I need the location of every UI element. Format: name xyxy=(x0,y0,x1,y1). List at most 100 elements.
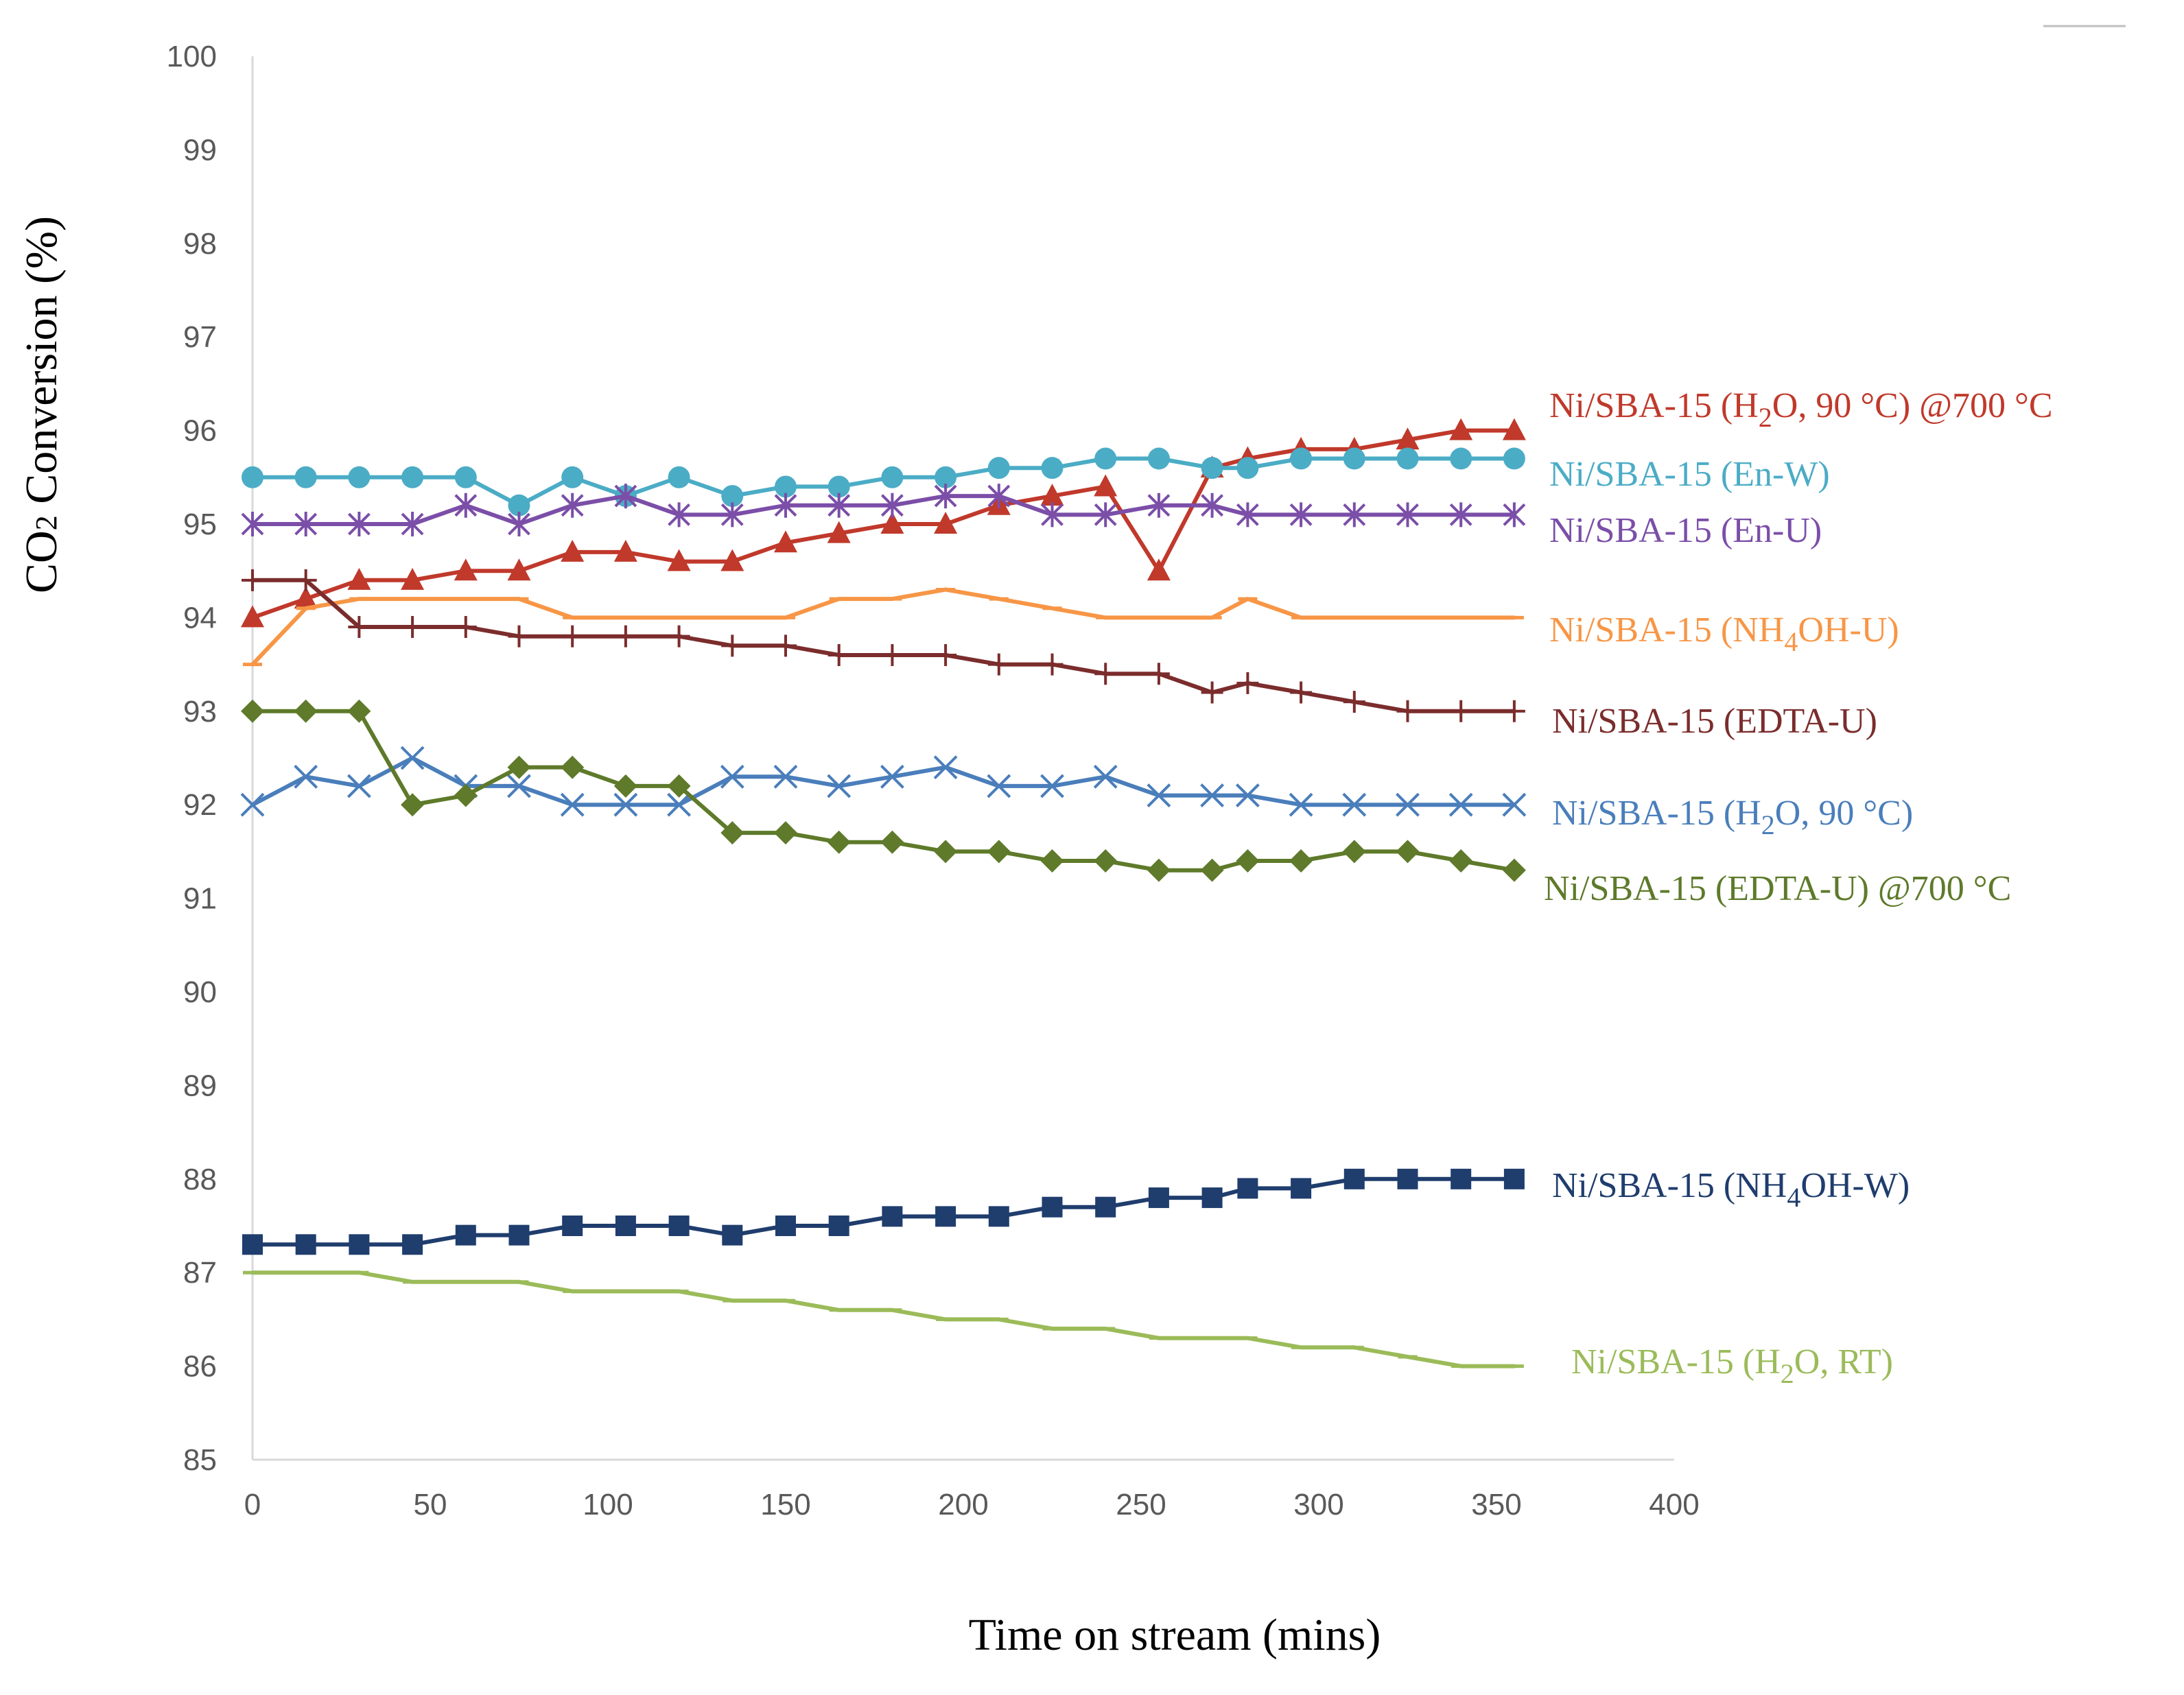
asterisk-marker xyxy=(241,512,264,536)
plus-marker xyxy=(614,625,637,648)
x-tick-label: 150 xyxy=(760,1488,810,1521)
series-9 xyxy=(243,1270,1524,1368)
x-marker xyxy=(1396,792,1420,817)
y-axis-title-subscript: 2 xyxy=(30,515,63,530)
series-label: Ni/SBA-15 (NH4OH-W) xyxy=(1552,1166,1910,1213)
triangle-marker xyxy=(1396,427,1420,450)
plus-marker xyxy=(508,625,530,648)
y-tick-label: 89 xyxy=(183,1069,217,1102)
y-tick-label: 95 xyxy=(183,508,217,541)
plus-marker xyxy=(348,616,371,639)
diamond-marker xyxy=(294,699,318,723)
asterisk-marker xyxy=(1343,502,1366,528)
circle-marker xyxy=(1041,457,1064,479)
circle-marker xyxy=(348,466,371,488)
square-marker xyxy=(562,1216,583,1236)
plus-marker xyxy=(1201,681,1223,704)
triangle-marker xyxy=(613,539,637,562)
x-marker xyxy=(773,764,798,789)
triangle-marker xyxy=(401,567,425,590)
x-marker xyxy=(294,764,318,789)
square-marker xyxy=(349,1234,370,1255)
diamond-marker xyxy=(1236,849,1260,873)
x-marker xyxy=(1502,792,1527,817)
circle-marker xyxy=(1343,447,1365,470)
series-label: Ni/SBA-15 (H2O, 90 °C) @700 °C xyxy=(1549,386,2053,433)
plus-marker xyxy=(987,653,1010,676)
label-subscript: 2 xyxy=(1781,1358,1794,1389)
asterisk-marker xyxy=(1041,502,1064,528)
x-marker xyxy=(933,755,958,780)
plus-marker xyxy=(827,643,850,666)
square-marker xyxy=(615,1216,636,1236)
asterisk-marker xyxy=(1094,502,1117,528)
plus-marker xyxy=(1236,672,1259,694)
label-text: Ni/SBA-15 (En-W) xyxy=(1549,455,1830,494)
triangle-marker xyxy=(1502,418,1526,440)
x-marker xyxy=(1342,792,1367,817)
x-marker xyxy=(667,792,692,817)
diamond-marker xyxy=(1200,858,1224,882)
series-label: Ni/SBA-15 (NH4OH-U) xyxy=(1549,611,1899,657)
square-marker xyxy=(1042,1196,1063,1218)
y-tick-label: 91 xyxy=(183,882,217,916)
asterisk-marker xyxy=(294,512,318,536)
circle-marker xyxy=(827,475,850,498)
triangle-marker xyxy=(1147,558,1171,581)
label-text: OH-U) xyxy=(1798,611,1899,650)
diamond-marker xyxy=(987,840,1011,864)
circle-marker xyxy=(1396,447,1419,470)
y-tick-label: 99 xyxy=(183,133,217,167)
label-text: Ni/SBA-15 (En-U) xyxy=(1549,511,1822,550)
square-marker xyxy=(988,1206,1009,1227)
y-tick-label: 94 xyxy=(183,601,217,635)
triangle-marker xyxy=(1040,484,1064,506)
asterisk-marker xyxy=(668,502,691,528)
square-marker xyxy=(1095,1196,1116,1218)
asterisk-marker xyxy=(774,493,797,518)
series-layer xyxy=(240,418,1527,1368)
x-marker xyxy=(1448,792,1473,817)
asterisk-marker xyxy=(1147,493,1171,518)
triangle-marker xyxy=(827,521,851,543)
x-marker xyxy=(987,774,1011,798)
y-tick-label: 100 xyxy=(167,40,217,73)
circle-marker xyxy=(561,466,584,488)
x-tick-label: 300 xyxy=(1293,1488,1343,1521)
x-axis-title: Time on stream (mins) xyxy=(969,1610,1381,1660)
x-tick-label: 200 xyxy=(938,1488,988,1521)
asterisk-marker xyxy=(934,484,957,509)
y-tick-label: 92 xyxy=(183,788,217,822)
x-marker xyxy=(1235,783,1260,807)
x-marker xyxy=(560,792,585,817)
square-marker xyxy=(722,1224,743,1246)
circle-marker xyxy=(775,475,797,498)
square-marker xyxy=(1503,1168,1525,1189)
series-labels: Ni/SBA-15 (H2O, 90 °C) @700 °C Ni/SBA-15 … xyxy=(1544,386,2053,1389)
x-marker xyxy=(827,774,852,798)
diamond-marker xyxy=(1289,849,1313,873)
circle-marker xyxy=(1201,457,1223,479)
square-marker xyxy=(402,1234,423,1255)
diamond-marker xyxy=(1396,840,1420,864)
diamond-marker xyxy=(454,783,478,807)
square-marker xyxy=(1201,1187,1223,1209)
asterisk-marker xyxy=(614,484,637,509)
asterisk-marker xyxy=(1201,493,1224,518)
plus-marker xyxy=(561,625,584,648)
asterisk-marker xyxy=(1449,502,1472,528)
circle-marker xyxy=(401,466,424,488)
plus-marker xyxy=(935,643,957,666)
label-subscript: 2 xyxy=(1761,809,1775,840)
x-marker xyxy=(613,792,638,817)
triangle-marker xyxy=(720,549,744,571)
plus-marker xyxy=(775,635,797,657)
plus-marker xyxy=(242,569,263,591)
y-tick-label: 93 xyxy=(183,695,217,728)
y-axis-title-part-1: CO xyxy=(16,530,67,593)
series-label: Ni/SBA-15 (EDTA-U) @700 °C xyxy=(1544,869,2011,908)
plus-marker xyxy=(294,569,317,591)
circle-marker xyxy=(508,494,530,517)
y-tick-label: 85 xyxy=(183,1443,217,1477)
x-tick-label: 350 xyxy=(1471,1488,1521,1521)
